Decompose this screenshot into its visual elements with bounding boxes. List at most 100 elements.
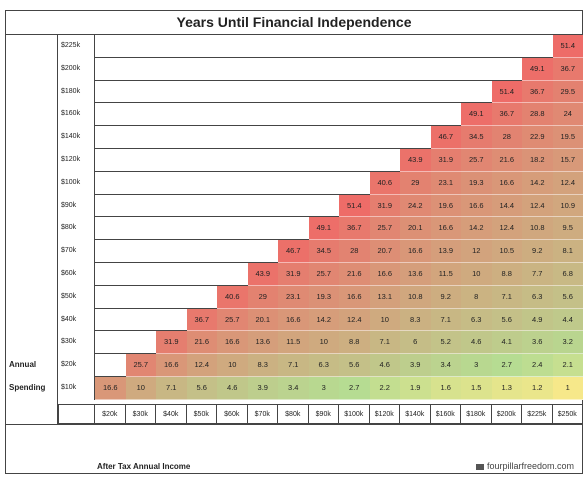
table-cell: 36.7 <box>186 308 217 332</box>
table-cell: 16.6 <box>369 263 400 286</box>
empty-region <box>95 217 309 241</box>
table-cell: 2.7 <box>339 377 370 400</box>
table-cell: 14.2 <box>522 171 553 195</box>
table-cell: 16.6 <box>430 217 461 241</box>
table-cell: 49.1 <box>461 103 492 127</box>
table-cell: 11.5 <box>278 331 309 355</box>
source-text: fourpillarfreedom.com <box>486 461 574 471</box>
table-cell: 16.6 <box>156 354 187 377</box>
table-cell: 6 <box>400 331 431 355</box>
chart-title: Years Until Financial Independence <box>6 11 582 35</box>
row-label: $180k <box>58 80 95 104</box>
table-cell: 3.4 <box>430 354 461 377</box>
empty-region <box>95 240 278 263</box>
table-cell: 16.6 <box>278 308 309 332</box>
column-label: $70k <box>247 403 278 424</box>
table-cell: 23.1 <box>430 171 461 195</box>
table-cell: 40.6 <box>217 285 248 309</box>
table-cell: 5.6 <box>339 354 370 377</box>
table-cell: 18.2 <box>522 149 553 172</box>
table-cell: 1.6 <box>430 377 461 400</box>
table-cell: 2.7 <box>491 354 522 377</box>
table-cell: 25.7 <box>369 217 400 241</box>
table-cell: 5.6 <box>491 308 522 332</box>
corner <box>58 403 95 424</box>
table-cell: 28 <box>339 240 370 263</box>
table-cell: 28 <box>491 126 522 149</box>
column-label: $200k <box>491 403 522 424</box>
row-label: $40k <box>58 308 95 332</box>
column-label: $140k <box>400 403 431 424</box>
table-cell: 3.2 <box>552 331 583 355</box>
footer-divider <box>6 423 582 425</box>
table-cell: 13.6 <box>247 331 278 355</box>
row-label: $100k <box>58 171 95 195</box>
row-label: $120k <box>58 149 95 172</box>
table-cell: 2.1 <box>552 354 583 377</box>
empty-region <box>95 195 339 218</box>
empty-region <box>95 35 553 58</box>
table-cell: 2.2 <box>369 377 400 400</box>
table-cell: 40.6 <box>369 171 400 195</box>
table-cell: 1.3 <box>491 377 522 400</box>
table-cell: 4.6 <box>461 331 492 355</box>
table-cell: 3.6 <box>522 331 553 355</box>
table-cell: 3 <box>461 354 492 377</box>
table-cell: 31.9 <box>156 331 187 355</box>
y-axis-title-line1: Annual <box>9 360 37 370</box>
table-cell: 16.6 <box>95 377 126 400</box>
x-axis-title: After Tax Annual Income <box>97 462 191 471</box>
table-cell: 36.7 <box>339 217 370 241</box>
table-cell: 3.9 <box>400 354 431 377</box>
table-cell: 9.5 <box>552 217 583 241</box>
table-cell: 28.8 <box>522 103 553 127</box>
table-cell: 10.5 <box>491 240 522 263</box>
empty-region <box>95 263 248 286</box>
table-cell: 51.4 <box>339 194 370 218</box>
table-cell: 46.7 <box>278 240 309 263</box>
table-cell: 19.6 <box>430 194 461 218</box>
table-cell: 3 <box>308 377 339 400</box>
row-label: $140k <box>58 126 95 149</box>
table-cell: 20.1 <box>400 217 431 241</box>
table-cell: 19.3 <box>308 285 339 309</box>
table-cell: 5.2 <box>430 331 461 355</box>
table-cell: 5.6 <box>186 377 217 400</box>
table-cell: 7.1 <box>491 285 522 309</box>
table-cell: 31.9 <box>430 149 461 172</box>
table-cell: 10 <box>461 263 492 286</box>
row-label: $70k <box>58 240 95 263</box>
table-cell: 2.4 <box>522 354 553 377</box>
row-label: $50k <box>58 285 95 309</box>
table-cell: 14.4 <box>491 194 522 218</box>
table-cell: 8.1 <box>552 240 583 263</box>
table-cell: 7.7 <box>522 263 553 286</box>
table-cell: 16.6 <box>461 194 492 218</box>
row-label: $225k <box>58 35 95 58</box>
table-cell: 19.3 <box>461 171 492 195</box>
table-cell: 12.4 <box>339 308 370 332</box>
table-cell: 7.1 <box>369 331 400 355</box>
empty-region <box>95 354 126 377</box>
table-cell: 9.2 <box>430 285 461 309</box>
table-cell: 16.6 <box>217 331 248 355</box>
table-cell: 43.9 <box>247 263 278 286</box>
table-cell: 3.9 <box>247 377 278 400</box>
table-cell: 6.3 <box>461 308 492 332</box>
table-cell: 6.3 <box>522 285 553 309</box>
empty-region <box>95 126 431 149</box>
table-cell: 5.6 <box>552 285 583 309</box>
table-cell: 22.9 <box>522 126 553 149</box>
column-label: $120k <box>369 403 400 424</box>
table-cell: 12.4 <box>491 217 522 241</box>
table-cell: 25.7 <box>308 263 339 286</box>
table-cell: 10 <box>217 354 248 377</box>
table-cell: 29 <box>247 285 278 309</box>
table-cell: 21.6 <box>186 331 217 355</box>
table-cell: 11.5 <box>430 263 461 286</box>
table-cell: 49.1 <box>522 57 553 81</box>
table-cell: 31.9 <box>369 194 400 218</box>
row-label: $90k <box>58 194 95 218</box>
table-cell: 6.3 <box>308 354 339 377</box>
table-cell: 16.6 <box>491 171 522 195</box>
